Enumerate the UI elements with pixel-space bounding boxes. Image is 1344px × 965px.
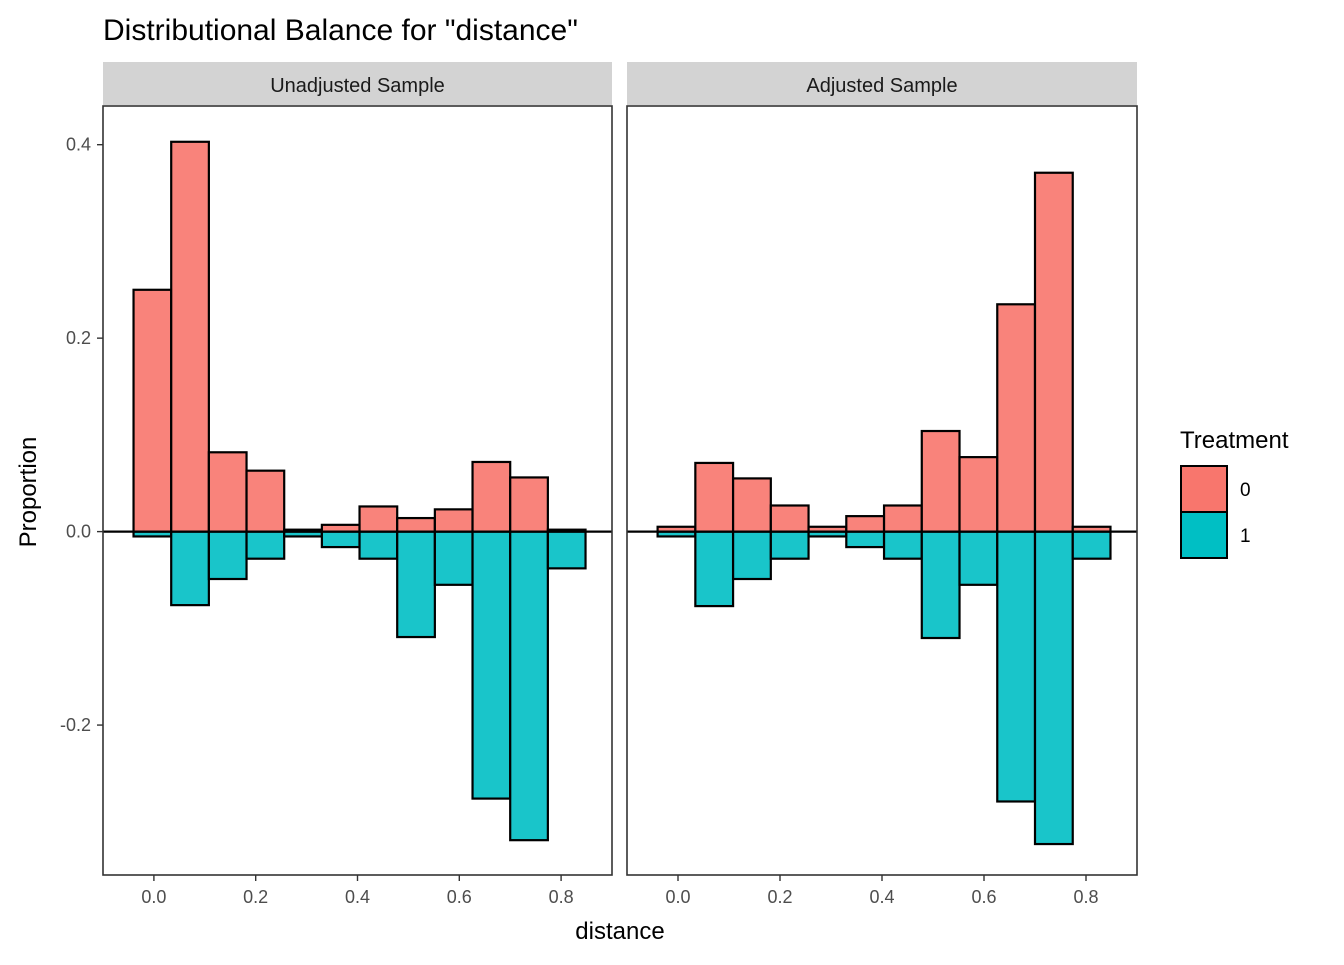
legend-label-1: 1 xyxy=(1240,526,1251,547)
y-tick-label: 0.0 xyxy=(66,522,91,542)
bar-treatment-1 xyxy=(769,530,810,560)
strip-label: Adjusted Sample xyxy=(806,75,957,97)
bar-treatment-0 xyxy=(958,456,999,533)
bar-treatment-0 xyxy=(358,505,399,533)
y-tick-label: 0.4 xyxy=(66,135,91,155)
x-tick-label: 0.8 xyxy=(1073,887,1098,907)
panels-layer: Unadjusted Sample 0.0 0.2 0.4 0.6 0.8 -0.2 0.0 0… xyxy=(60,62,1138,907)
bar-treatment-1 xyxy=(996,530,1037,803)
strip-background xyxy=(627,62,1137,105)
x-tick-label: 0.4 xyxy=(869,887,894,907)
bar-treatment-0 xyxy=(694,461,735,533)
bar-treatment-0 xyxy=(731,477,772,533)
bar-treatment-0 xyxy=(769,504,810,533)
strip-background xyxy=(103,62,612,105)
x-tick-label: 0.8 xyxy=(549,887,574,907)
bar-treatment-0 xyxy=(170,140,210,533)
bar-treatment-0 xyxy=(433,508,474,533)
legend-title: Treatment xyxy=(1180,427,1289,454)
y-tick-label: 0.2 xyxy=(66,328,91,348)
bar-treatment-0 xyxy=(882,504,923,533)
legend-label-0: 0 xyxy=(1240,480,1251,501)
x-axis-title: distance xyxy=(575,918,664,945)
bar-treatment-0 xyxy=(471,460,512,533)
x-tick-label: 0.0 xyxy=(141,887,166,907)
chart-title: Distributional Balance for "distance" xyxy=(103,14,578,47)
bar-treatment-0 xyxy=(396,516,436,533)
x-tick-label: 0.6 xyxy=(971,887,996,907)
strip-label: Unadjusted Sample xyxy=(270,75,445,97)
bar-treatment-1 xyxy=(546,530,587,570)
panel-unadjusted: Unadjusted Sample 0.0 0.2 0.4 0.6 0.8 -0.2 0.0 0… xyxy=(60,62,613,907)
x-tick-label: 0.0 xyxy=(665,887,690,907)
bar-treatment-1 xyxy=(1071,530,1112,560)
bar-treatment-1 xyxy=(471,530,512,800)
x-tick-label: 0.4 xyxy=(345,887,370,907)
x-tick-label: 0.2 xyxy=(243,887,268,907)
bar-treatment-1 xyxy=(358,530,399,560)
bar-treatment-1 xyxy=(1033,530,1074,846)
panel-adjusted: Adjusted Sample 0.0 0.2 0.4 0.6 0.8 xyxy=(626,62,1138,907)
bar-treatment-1 xyxy=(694,530,735,608)
bar-treatment-0 xyxy=(845,515,886,533)
bar-treatment-1 xyxy=(320,530,361,549)
bar-treatment-1 xyxy=(170,530,210,607)
bar-treatment-0 xyxy=(1033,171,1074,533)
bar-treatment-1 xyxy=(396,530,436,639)
bar-treatment-1 xyxy=(207,530,248,581)
bar-treatment-1 xyxy=(958,530,999,586)
bar-treatment-1 xyxy=(433,530,474,586)
y-axis-title: Proportion xyxy=(15,437,42,548)
bar-treatment-1 xyxy=(882,530,923,560)
bar-treatment-1 xyxy=(509,530,549,842)
bar-treatment-1 xyxy=(845,530,886,549)
legend: Treatment 0 1 xyxy=(1180,427,1289,559)
bar-treatment-1 xyxy=(920,530,961,640)
bar-treatment-0 xyxy=(920,429,961,533)
bar-treatment-0 xyxy=(996,303,1037,533)
legend-key-0 xyxy=(1180,465,1228,513)
x-tick-label: 0.6 xyxy=(447,887,472,907)
x-tick-label: 0.2 xyxy=(767,887,792,907)
bar-treatment-0 xyxy=(132,288,173,533)
bar-treatment-0 xyxy=(509,476,549,533)
bar-treatment-1 xyxy=(245,530,286,560)
bar-treatment-0 xyxy=(245,469,286,533)
legend-key-1 xyxy=(1180,511,1228,559)
bar-treatment-1 xyxy=(731,530,772,581)
bar-treatment-0 xyxy=(207,451,248,533)
y-tick-label: -0.2 xyxy=(60,715,91,735)
